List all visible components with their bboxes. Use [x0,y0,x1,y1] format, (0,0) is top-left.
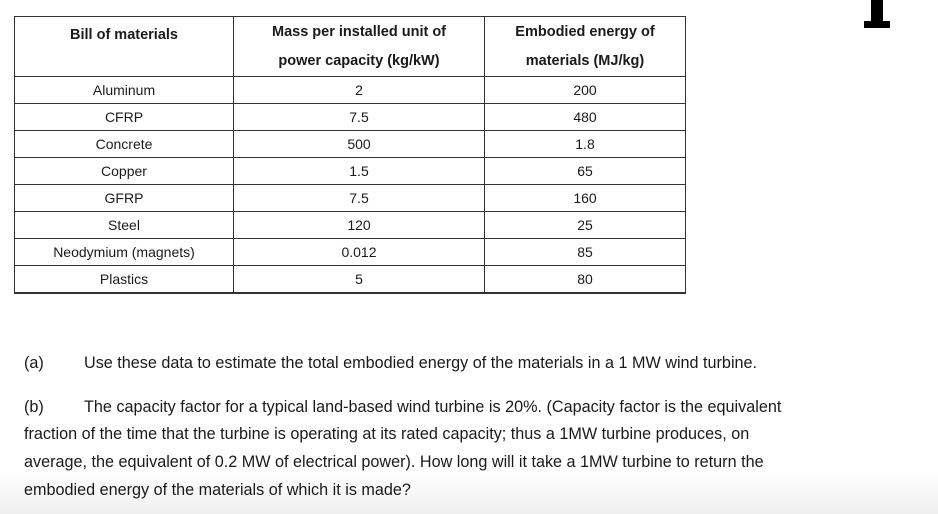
cell-mass: 500 [233,130,485,158]
header-material: Bill of materials [14,16,234,77]
cell-material: Neodymium (magnets) [14,238,234,266]
cell-energy: 25 [484,211,686,239]
question-b-line1: (b) The capacity factor for a typical lan… [24,398,781,417]
table-row: Neodymium (magnets) 0.012 85 [14,238,686,266]
table-row: Concrete 500 1.8 [14,130,686,158]
header-mass-line2: power capacity (kg/kW) [278,52,440,69]
cell-mass: 0.012 [233,238,485,266]
header-mass-line1: Mass per installed unit of [271,23,447,40]
cell-material: GFRP [14,184,234,212]
question-b-line2: fraction of the time that the turbine is… [24,425,750,443]
header-energy-line2: materials (MJ/kg) [525,52,645,69]
cell-material: Copper [14,157,234,185]
question-b-label: (b) [24,398,44,416]
cell-mass: 1.5 [233,157,485,185]
cell-material: Plastics [14,265,234,294]
question-a-text: Use these data to estimate the total emb… [84,354,758,372]
question-b-text-1: The capacity factor for a typical land-b… [84,398,782,416]
cell-energy: 85 [484,238,686,266]
question-a-label: (a) [24,354,44,372]
cell-material: Steel [14,211,234,239]
table-row: Copper 1.5 65 [14,157,686,185]
cell-mass: 7.5 [233,103,485,131]
cell-material: Concrete [14,130,234,158]
table-row: GFRP 7.5 160 [14,184,686,212]
cell-energy: 160 [484,184,686,212]
cell-material: CFRP [14,103,234,131]
header-energy-line1: Embodied energy of [515,23,655,40]
header-mass: Mass per installed unit of power capacity… [233,16,485,77]
table-row: CFRP 7.5 480 [14,103,686,131]
question-b-line4: embodied energy of the materials of whic… [24,481,411,499]
cropped-glyph-icon [864,0,890,28]
cell-mass: 5 [233,265,485,294]
cell-material: Aluminum [14,76,234,104]
table-row: Steel 120 25 [14,211,686,239]
question-a: (a) Use these data to estimate the total … [24,354,757,373]
cell-energy: 200 [484,76,686,104]
table-header-row: Bill of materials Mass per installed uni… [14,16,686,77]
cell-energy: 80 [484,265,686,294]
question-b-line3: average, the equivalent of 0.2 MW of ele… [24,453,764,471]
table-row: Plastics 5 80 [14,265,686,294]
header-energy: Embodied energy of materials (MJ/kg) [484,16,686,77]
table-row: Aluminum 2 200 [14,76,686,104]
cell-mass: 2 [233,76,485,104]
cell-energy: 65 [484,157,686,185]
cell-energy: 480 [484,103,686,131]
cell-mass: 7.5 [233,184,485,212]
cell-energy: 1.8 [484,130,686,158]
bottom-shade [0,470,938,514]
bill-of-materials-table: Bill of materials Mass per installed uni… [14,16,686,294]
cell-mass: 120 [233,211,485,239]
